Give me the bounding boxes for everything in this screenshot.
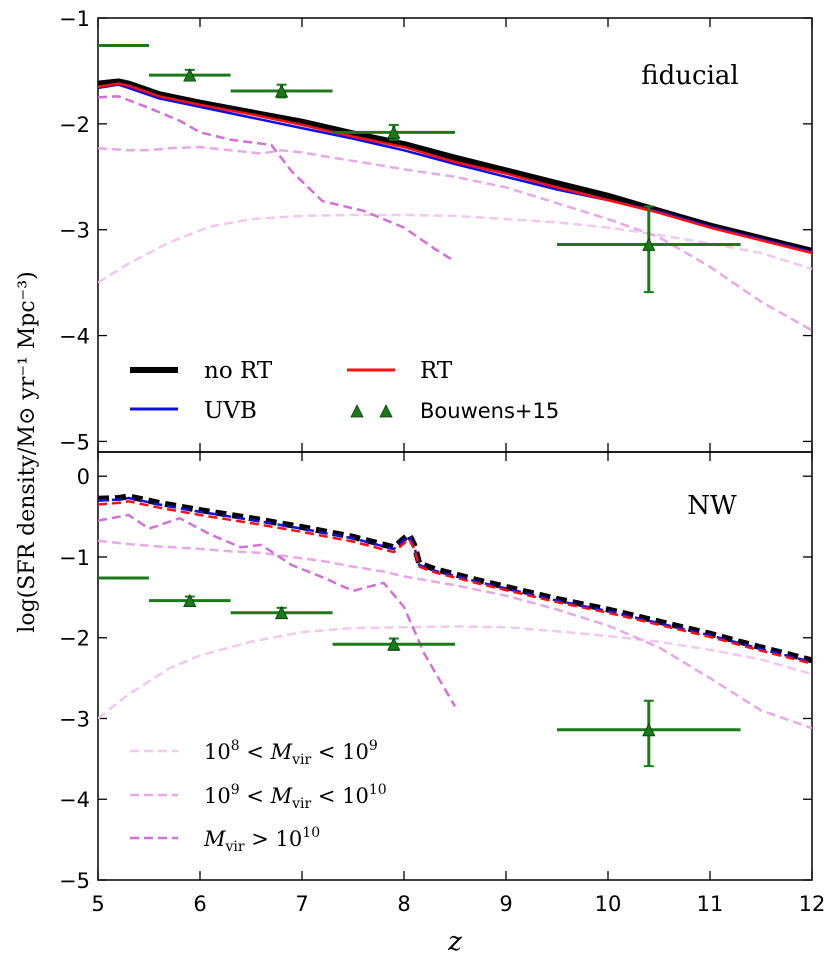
xtick-label-4: 9: [499, 892, 512, 916]
obs-point-fiducial-0: [183, 68, 197, 82]
panel-nw-frame: [97, 451, 813, 881]
series-nw-m9: [98, 539, 812, 730]
obs-point-nw-1: [274, 605, 289, 620]
obs-point-fiducial-1: [274, 84, 289, 98]
x-axis-label: z: [447, 927, 462, 957]
obs-point-fiducial-3: [642, 237, 656, 251]
series-nw-uvb: [98, 496, 812, 664]
obs-point-nw-2: [387, 637, 401, 651]
axis-ticks: −5 −4 −3 −2 −1 −5 −4 −3 −2 −1 0 5 6 7 8 9 10 11 12: [59, 7, 825, 916]
series-fiducial-m8: [98, 213, 812, 284]
series-layer: [98, 78, 812, 730]
legend-uvb-label: UVB: [204, 398, 257, 424]
ytick-label-fiducial-1: −4: [59, 325, 90, 349]
ytick-label-fiducial-3: −2: [59, 113, 90, 137]
xtick-label-5: 10: [595, 892, 622, 916]
legend-m10-label: Mvir > 1010: [203, 825, 320, 855]
series-group-fiducial: [98, 78, 812, 332]
series-nw-m10: [98, 513, 457, 708]
ytick-label-nw-3: −2: [59, 627, 90, 651]
series-nw-m8: [98, 625, 812, 720]
ytick-label-nw-1: −4: [59, 788, 90, 812]
ytick-label-nw-4: −1: [59, 546, 90, 570]
legend-bouwens-label: Bouwens+15: [420, 399, 559, 423]
obs-point-fiducial-2: [387, 125, 401, 139]
xtick-label-7: 12: [799, 892, 826, 916]
legend-m8-label: 108 < Mvir < 109: [204, 738, 378, 768]
y-axis-label: log(SFR density/M⊙ yr⁻¹ Mpc⁻³): [15, 271, 40, 632]
legend-no-rt-label: no RT: [204, 358, 273, 384]
ytick-label-fiducial-2: −3: [59, 219, 90, 243]
legend-bouwens-marker-2: [379, 404, 393, 418]
ytick-label-nw-0: −5: [59, 869, 90, 893]
series-fiducial-rt: [98, 82, 812, 255]
ytick-label-nw-5: 0: [77, 465, 90, 489]
xtick-label-6: 11: [697, 892, 724, 916]
legend-bouwens-marker-1: [350, 404, 364, 418]
panel-fiducial-title: fiducial: [641, 61, 738, 91]
series-group-nw: [98, 493, 812, 730]
ytick-label-fiducial-0: −5: [59, 430, 90, 454]
xtick-label-0: 5: [91, 892, 104, 916]
observations-nw: [98, 576, 741, 768]
obs-point-nw-3: [642, 722, 656, 737]
xtick-label-1: 6: [193, 892, 206, 916]
ytick-label-fiducial-4: −1: [59, 7, 90, 31]
ytick-label-nw-2: −3: [59, 707, 90, 731]
observations-fiducial: [98, 44, 741, 294]
observations-layer: [98, 44, 741, 768]
legend-fiducial: no RT RT UVB Bouwens+15: [130, 358, 559, 424]
legend-m9-label: 109 < Mvir < 1010: [204, 782, 387, 812]
series-fiducial-m10: [98, 95, 456, 263]
xtick-label-3: 8: [397, 892, 410, 916]
series-nw-rt: [98, 500, 812, 665]
obs-point-nw-0: [183, 593, 197, 607]
xtick-label-2: 7: [295, 892, 308, 916]
panel-nw: NW: [97, 451, 813, 881]
series-fiducial-m9: [98, 145, 812, 332]
panel-fiducial: fiducial: [97, 17, 813, 453]
panel-nw-title: NW: [687, 491, 737, 521]
legend-nw: 108 < Mvir < 109 109 < Mvir < 1010 Mvir …: [130, 738, 387, 855]
legend-rt-label: RT: [420, 358, 453, 384]
